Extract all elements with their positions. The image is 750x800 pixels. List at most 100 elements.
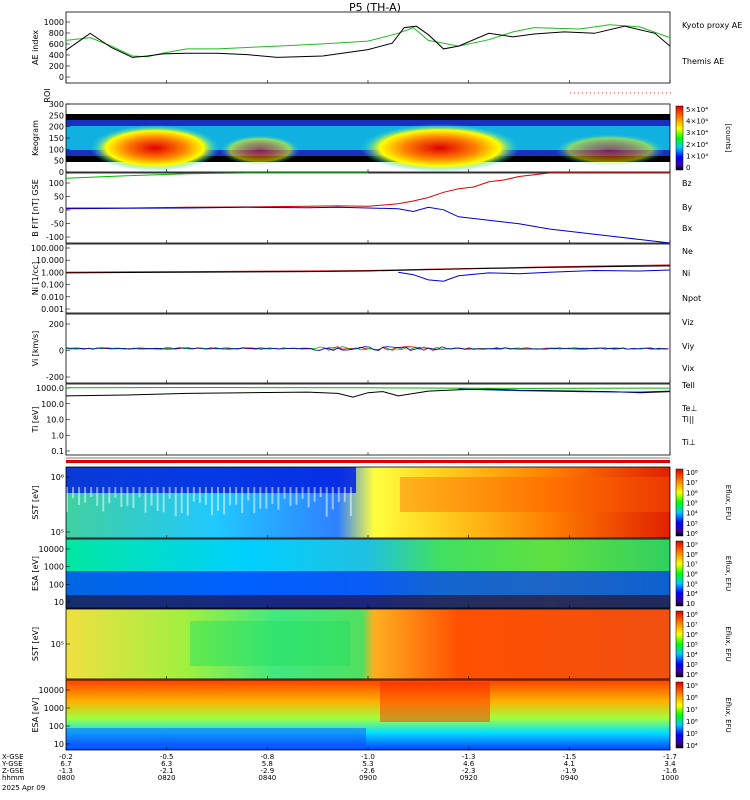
sst1-gap (211, 487, 213, 515)
panel-3-legend-2: Bx (682, 224, 692, 233)
sst1-gap (350, 487, 352, 516)
panel-9-colorbar-tick: 10⁴ (686, 651, 698, 659)
panel-7-ytick-label: 10⁵ (51, 528, 64, 537)
panel-9-colorbar-tick: 10⁵ (686, 661, 698, 669)
panel-5-legend-2: Vix (682, 364, 695, 373)
sst1-gap (271, 487, 273, 504)
panel-6-legend-1: Te⊥ (681, 404, 697, 413)
panel-2-ytick-label: 150 (49, 134, 64, 143)
panel-8-colorbar-tick: 10⁴ (686, 590, 698, 598)
panel-10-ytick-label: 1000 (44, 704, 64, 713)
keogram-blob-4 (555, 134, 665, 166)
sst1-gap (132, 487, 134, 508)
panel-4-legend-1: Ni (682, 269, 690, 278)
panel-0-ytick-label: 200 (49, 62, 64, 71)
sst1-gap (193, 487, 195, 502)
sst1-gap (302, 487, 304, 499)
panel-3-legend-0: Bz (682, 179, 692, 188)
panel-10-colorbar (676, 682, 683, 748)
panel-7-colorbar (676, 469, 683, 536)
panel-8-colorbar-tick: 10⁷ (686, 561, 698, 569)
panel-7-colorbar-tick: 10⁷ (686, 479, 698, 487)
panel-3-series-2-line (66, 207, 670, 243)
panel-0-ytick-label: 400 (49, 51, 64, 60)
footer-row-label-3: hhmm (2, 774, 25, 782)
panel-8-colorbar-tick: 10⁳ (686, 600, 695, 608)
esa2-low (66, 728, 366, 746)
sst1-gap (241, 487, 243, 513)
panel-0-ylabel: AE index (31, 30, 40, 65)
panel-6-ytick-label: 1000.0 (36, 384, 64, 393)
panel-0-series-1-line (66, 26, 670, 57)
sst1-gap (78, 487, 80, 505)
sst1-gap (175, 487, 177, 516)
panels: AE index10008006004002000Kyoto proxy AET… (31, 12, 742, 750)
sst1-gap (169, 487, 171, 499)
panel-10-colorbar-tick: 10⁵ (686, 730, 698, 738)
footer-row-label-4: 2025 Apr 09 (2, 784, 45, 792)
panel-7: SST [eV] 10⁶ 10⁵ 10⁸ 10⁷ 10⁶ 10⁵ 10⁴ 10⁵ 10⁶ Eflux… (31, 467, 732, 538)
panel-8-ytick-label: 10000 (39, 545, 64, 554)
panel-9-colorbar-label: Eflux, EFU (724, 626, 732, 661)
themis-summary-plot: P5 (TH-A) AE index10008006004002000Kyoto… (0, 0, 750, 800)
panel-6: Ti [eV] 1000.0 100.0 10.0 1.0 0.1 Tell Te⊥ Ti|| T… (31, 381, 697, 456)
panel-4-legend-2: Npot (682, 294, 701, 303)
panel-9-colorbar-tick: 10⁸ (686, 611, 698, 619)
panel-4-ytick-label: 1.000 (41, 268, 64, 277)
panel-10-colorbar-tick: 10⁶ (686, 718, 698, 726)
panel-7-colorbar-tick: 10⁶ (686, 530, 698, 538)
panel-8-colorbar-tick: 10⁸ (686, 551, 698, 559)
sst1-gap (338, 487, 340, 502)
panel-10-ytick-label: 100 (49, 722, 64, 731)
panel-0-legend-0: Kyoto proxy AE (682, 21, 742, 30)
sst1-gap (138, 487, 140, 497)
panel-9-ytick-label: 10⁵ (51, 640, 64, 649)
panel-10-ytick-label: 10 (54, 740, 64, 749)
sst1-gap (265, 487, 267, 509)
panel-8-colorbar-tick: 10⁶ (686, 571, 698, 579)
panel-3-ytick-label: -50 (51, 220, 64, 229)
sst1-gap (235, 487, 237, 505)
panel-3-ytick-label: 0 (59, 206, 64, 215)
panel-2-colorbar (676, 106, 683, 170)
panel-5-ytick-label: 0 (59, 347, 64, 356)
sst1-gap (253, 487, 255, 513)
footer-col-1-t: 0820 (158, 774, 176, 782)
panel-2-colorbar-tick: 3×10⁴ (686, 129, 708, 137)
panel-6-series-2-line (66, 388, 670, 389)
esa2-burst (380, 682, 490, 722)
panel-6-series-0-line (66, 389, 670, 397)
panel-3-ylabel: B FIT [nT] GSE (31, 179, 40, 237)
panel-5-ytick-label: -200 (46, 373, 64, 382)
sst1-gap (332, 487, 334, 509)
panel-9-colorbar-tick: 10⁷ (686, 621, 698, 629)
panel-4-ytick-label: 0.001 (41, 305, 64, 314)
panel-7-colorbar-tick: 10⁵ (686, 500, 698, 508)
panel-10-colorbar-tick: 10⁴ (686, 742, 698, 750)
panel-3-ytick-label: -100 (46, 233, 64, 242)
sst1-gap (326, 487, 328, 517)
panel-2-colorbar-label: [counts] (724, 124, 732, 153)
sst1-gap (289, 487, 291, 506)
panel-1: ROI (43, 88, 672, 102)
panel-9-colorbar-tick: 10⁵ (686, 641, 698, 649)
panel-9: SST [eV] 10⁵ 10⁸ 10⁷ 10⁶ 10⁵ 10⁴ 10⁵ 10⁶ Eflux, E… (31, 609, 732, 679)
sst2-mid (190, 621, 350, 666)
panel-2-ytick-label: 300 (49, 100, 64, 109)
esa1-low-band (66, 571, 670, 595)
panel-2-colorbar-tick: 0 (686, 164, 690, 172)
sst1-gap (126, 487, 128, 506)
panel-4-ytick-label: 10.000 (36, 256, 64, 265)
panel-6-legend-2: Ti|| (681, 415, 694, 424)
panel-9-colorbar-tick: 10⁶ (686, 631, 698, 639)
panel-2-colorbar-tick: 2×10⁴ (686, 141, 708, 149)
panel-2-ytick-label: 100 (49, 145, 64, 154)
panel-9-colorbar (676, 611, 683, 677)
panel-10-ytick-label: 10000 (39, 686, 64, 695)
footer-col-4-t: 0920 (460, 774, 478, 782)
footer-col-2-t: 0840 (258, 774, 276, 782)
panel-0-frame (66, 12, 670, 83)
sst1-gap (108, 487, 110, 503)
panel-2-ytick-label: 0 (59, 168, 64, 177)
panel-7-ytick-label: 10⁶ (51, 473, 64, 482)
